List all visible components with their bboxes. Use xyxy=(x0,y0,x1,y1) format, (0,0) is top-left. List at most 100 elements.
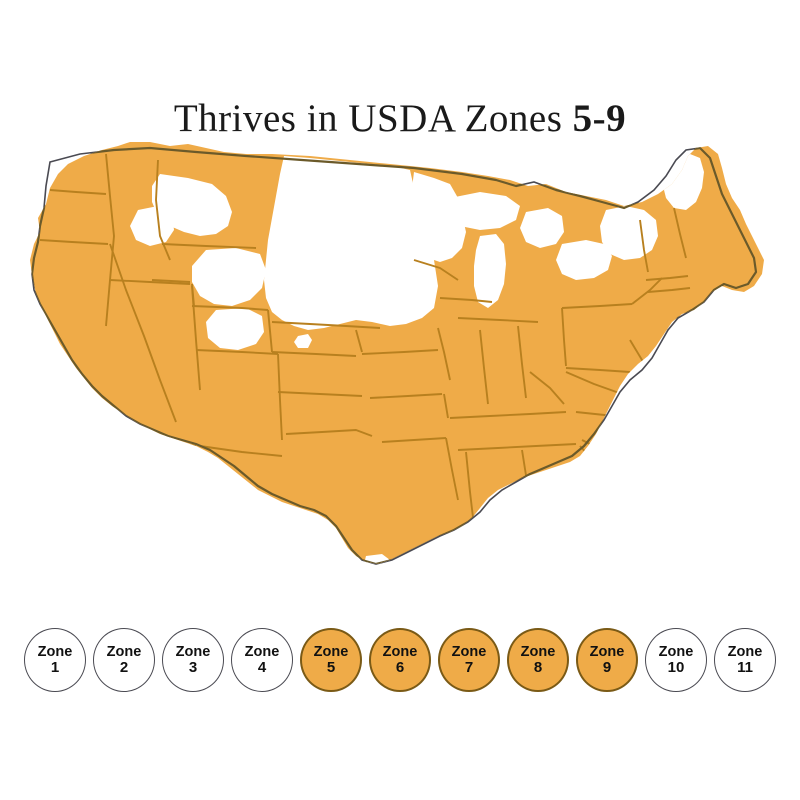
border-wy-co xyxy=(191,305,269,311)
border-tx-la xyxy=(445,437,459,501)
border-mt-wy xyxy=(161,243,257,249)
zone-chip-number: 8 xyxy=(533,658,543,676)
border-ia-mo xyxy=(361,349,439,355)
zone-chip-label: Zone xyxy=(520,643,556,660)
border-id-nv-ut xyxy=(151,279,191,283)
zone-chip-number: 11 xyxy=(737,658,753,676)
zone-chip-label: Zone xyxy=(382,643,418,660)
zone-chip-number: 1 xyxy=(50,658,60,676)
border-ky-tn xyxy=(449,411,567,419)
zone-chip-9[interactable]: Zone 9 xyxy=(576,628,638,692)
region-wyoming-patch xyxy=(206,308,264,350)
usa-map-svg xyxy=(30,142,764,565)
border-ne-ks xyxy=(271,351,357,357)
zone-chip-5[interactable]: Zone 5 xyxy=(300,628,362,692)
usa-zone-map xyxy=(10,140,790,600)
border-az-nm xyxy=(191,285,201,391)
zone-chip-label: Zone xyxy=(589,643,625,660)
zone-chip-label: Zone xyxy=(658,643,694,660)
zone-chip-label: Zone xyxy=(37,643,73,660)
zone-chip-number: 5 xyxy=(326,658,336,676)
border-ga-sc xyxy=(579,445,625,493)
border-pa-md xyxy=(565,367,631,373)
zone-chip-label: Zone xyxy=(175,643,211,660)
border-tn-ms-al-ga xyxy=(457,443,577,451)
zone-chip-8[interactable]: Zone 8 xyxy=(507,628,569,692)
border-pa-ny xyxy=(561,303,633,309)
zone-chip-1[interactable]: Zone 1 xyxy=(24,628,86,692)
border-ok-tx xyxy=(285,429,373,437)
zone-chip-label: Zone xyxy=(313,643,349,660)
border-ks-ok xyxy=(277,391,363,397)
border-ms-al xyxy=(465,451,475,527)
zone-chip-7[interactable]: Zone 7 xyxy=(438,628,500,692)
border-co-ks-ne xyxy=(267,309,273,353)
usda-zone-legend: Zone 1 Zone 2 Zone 3 Zone 4 Zone 5 Zone 6 Zone 7 Zone 8… xyxy=(0,620,800,700)
zone-chip-11[interactable]: Zone 11 xyxy=(714,628,776,692)
zone-chip-number: 7 xyxy=(464,658,474,676)
zone-chip-label: Zone xyxy=(106,643,142,660)
border-vt-nh xyxy=(639,219,649,273)
zone-chip-10[interactable]: Zone 10 xyxy=(645,628,707,692)
zone-chip-label: Zone xyxy=(244,643,280,660)
border-il-in xyxy=(479,329,489,405)
border-co-nm xyxy=(195,349,279,355)
border-ca-nv xyxy=(109,243,177,423)
border-wi-il xyxy=(439,297,493,303)
border-ny-ne xyxy=(631,277,663,305)
region-idaho-patch xyxy=(130,206,174,246)
zone-chip-label: Zone xyxy=(451,643,487,660)
outer-edge-path xyxy=(30,146,758,564)
zone-chip-number: 9 xyxy=(602,658,612,676)
border-va-wv-md xyxy=(565,371,623,395)
border-wa-or xyxy=(49,189,107,195)
border-in-oh xyxy=(517,325,527,399)
region-socal-coast-patch xyxy=(82,404,116,434)
border-nv-ut-az xyxy=(109,279,191,285)
zone-chip-number: 6 xyxy=(395,658,405,676)
region-montana-wyoming-interior xyxy=(192,248,266,306)
zone-chip-number: 4 xyxy=(257,658,267,676)
border-ma-ct xyxy=(645,275,689,281)
zone-chip-number: 10 xyxy=(667,658,685,676)
zone-chip-6[interactable]: Zone 6 xyxy=(369,628,431,692)
border-sc-nc xyxy=(581,439,651,475)
zone-chip-number: 2 xyxy=(119,658,129,676)
border-ne-ia xyxy=(355,329,363,353)
region-dakotas-minnesota xyxy=(264,156,438,330)
border-or-ca xyxy=(39,239,109,245)
border-mo-ar xyxy=(369,393,443,399)
border-ga-fl xyxy=(537,519,615,525)
border-west-coast-vertical xyxy=(105,153,115,327)
zone-chip-number: 3 xyxy=(188,658,198,676)
zone-chip-label: Zone xyxy=(727,643,763,660)
border-id-mt xyxy=(155,159,171,261)
zone-chip-2[interactable]: Zone 2 xyxy=(93,628,155,692)
region-northern-wisconsin xyxy=(412,172,466,262)
region-lake-huron-erie xyxy=(520,208,564,248)
border-oh-pa xyxy=(561,307,567,367)
border-mi-in-oh xyxy=(457,317,539,323)
usa-outer-edge xyxy=(30,146,758,564)
border-wv-oh xyxy=(529,371,565,405)
border-ct-ny xyxy=(647,287,691,293)
page-title-prefix: Thrives in USDA Zones xyxy=(173,97,573,140)
map-orange-zone-layer xyxy=(30,142,764,564)
border-wi-mi-line xyxy=(413,259,459,281)
region-great-lakes-superior xyxy=(448,192,520,230)
region-lake-michigan xyxy=(474,234,506,308)
region-nebraska-speck xyxy=(294,334,312,348)
border-nh-me xyxy=(673,207,687,259)
region-southern-florida xyxy=(692,522,728,564)
page-title: Thrives in USDA Zones 5-9 xyxy=(0,96,800,141)
zone-chip-4[interactable]: Zone 4 xyxy=(231,628,293,692)
border-nm-tx xyxy=(277,353,283,441)
page-title-zone-range: 5-9 xyxy=(572,97,627,140)
border-nm-mex xyxy=(199,445,283,457)
zone-chip-3[interactable]: Zone 3 xyxy=(162,628,224,692)
excluded-cold-regions xyxy=(82,154,728,564)
region-south-texas-tip xyxy=(364,554,390,564)
region-upstate-new-york xyxy=(556,240,612,280)
border-sd-ne xyxy=(271,321,381,329)
